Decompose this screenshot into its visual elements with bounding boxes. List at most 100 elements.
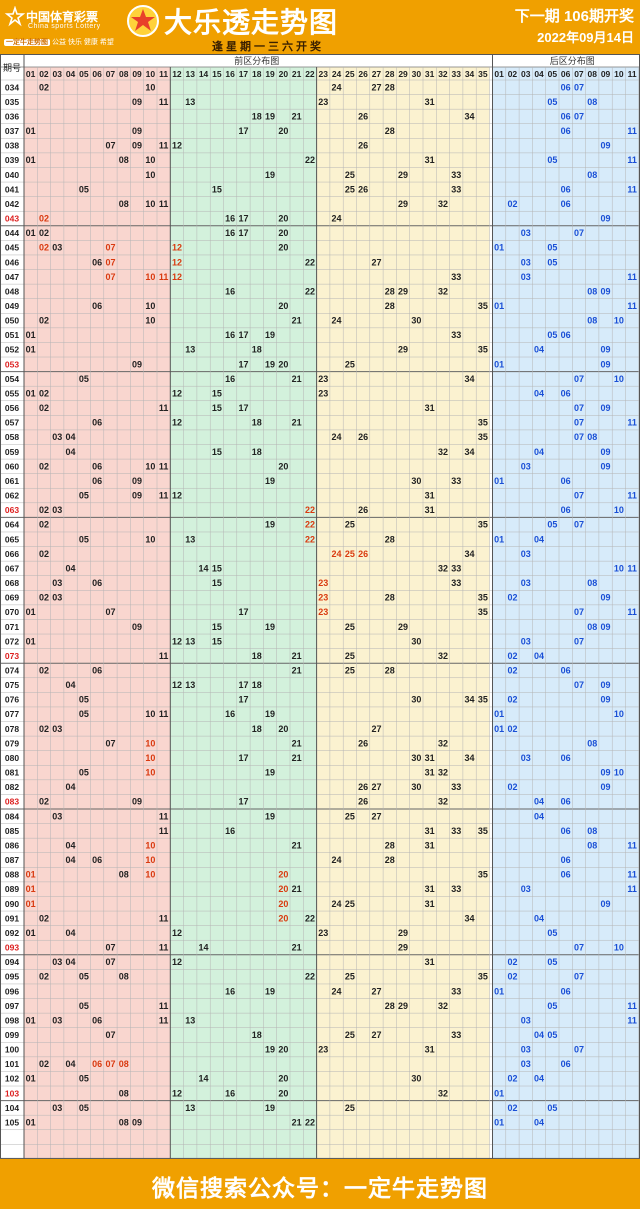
back-ball: 04 bbox=[534, 811, 544, 821]
front-ball: 07 bbox=[105, 243, 115, 253]
front-ball: 19 bbox=[265, 811, 275, 821]
front-ball: 31 bbox=[425, 403, 435, 413]
front-ball: 10 bbox=[145, 534, 155, 544]
front-ball: 16 bbox=[225, 228, 235, 238]
front-ball: 02 bbox=[39, 316, 49, 326]
front-ball: 26 bbox=[358, 738, 368, 748]
front-ball: 06 bbox=[92, 578, 102, 588]
period-number: 092 bbox=[5, 928, 19, 938]
front-ball: 17 bbox=[238, 359, 248, 369]
front-ball: 03 bbox=[52, 578, 62, 588]
back-ball: 05 bbox=[547, 330, 557, 340]
front-ball: 01 bbox=[26, 330, 36, 340]
period-number: 075 bbox=[5, 680, 19, 690]
front-ball: 02 bbox=[39, 388, 49, 398]
period-number: 046 bbox=[5, 257, 19, 267]
back-ball: 06 bbox=[561, 476, 571, 486]
back-ball: 09 bbox=[601, 899, 611, 909]
front-ball: 15 bbox=[212, 578, 222, 588]
front-ball: 26 bbox=[358, 549, 368, 559]
front-ball: 26 bbox=[358, 184, 368, 194]
front-ball: 24 bbox=[332, 986, 342, 996]
front-ball: 29 bbox=[398, 622, 408, 632]
front-ball: 13 bbox=[185, 680, 195, 690]
back-ball: 08 bbox=[587, 432, 597, 442]
front-number-header: 34 bbox=[465, 69, 475, 79]
front-ball: 13 bbox=[185, 534, 195, 544]
front-ball: 11 bbox=[159, 403, 169, 413]
front-ball: 32 bbox=[438, 447, 448, 457]
back-ball: 01 bbox=[494, 359, 504, 369]
front-number-header: 14 bbox=[199, 69, 209, 79]
front-ball: 22 bbox=[305, 520, 315, 530]
front-zone-3-band bbox=[316, 54, 490, 1159]
front-ball: 02 bbox=[39, 972, 49, 982]
period-number: 070 bbox=[5, 607, 19, 617]
front-number-header: 21 bbox=[292, 69, 302, 79]
front-ball: 29 bbox=[398, 1001, 408, 1011]
front-ball: 16 bbox=[225, 709, 235, 719]
front-ball: 03 bbox=[52, 811, 62, 821]
front-ball: 32 bbox=[438, 563, 448, 573]
front-ball: 02 bbox=[39, 549, 49, 559]
period-number: 096 bbox=[5, 986, 19, 996]
front-ball: 25 bbox=[345, 622, 355, 632]
period-number: 059 bbox=[5, 447, 19, 457]
front-ball: 27 bbox=[371, 724, 381, 734]
back-ball: 06 bbox=[561, 111, 571, 121]
front-ball: 20 bbox=[278, 870, 288, 880]
period-number: 069 bbox=[5, 593, 19, 603]
footer-text: 微信搜索公众号：一定牛走势图 bbox=[152, 1175, 488, 1201]
front-ball: 19 bbox=[265, 622, 275, 632]
period-number: 079 bbox=[5, 738, 19, 748]
front-ball: 11 bbox=[159, 943, 169, 953]
back-ball: 02 bbox=[507, 651, 517, 661]
front-ball: 25 bbox=[345, 359, 355, 369]
back-ball: 06 bbox=[561, 1059, 571, 1069]
back-ball: 07 bbox=[574, 636, 584, 646]
back-ball: 06 bbox=[561, 184, 571, 194]
front-ball: 33 bbox=[451, 986, 461, 996]
front-ball: 12 bbox=[172, 1088, 182, 1098]
front-ball: 17 bbox=[238, 797, 248, 807]
front-ball: 27 bbox=[371, 782, 381, 792]
period-number: 083 bbox=[5, 797, 19, 807]
period-number: 050 bbox=[5, 316, 19, 326]
front-ball: 22 bbox=[305, 972, 315, 982]
front-ball: 10 bbox=[145, 709, 155, 719]
back-ball: 05 bbox=[547, 1001, 557, 1011]
back-ball: 03 bbox=[521, 228, 531, 238]
front-ball: 25 bbox=[345, 899, 355, 909]
front-ball: 20 bbox=[278, 884, 288, 894]
front-ball: 30 bbox=[411, 782, 421, 792]
front-number-header: 26 bbox=[358, 69, 368, 79]
front-ball: 10 bbox=[145, 316, 155, 326]
period-column-header: 期号 bbox=[3, 63, 21, 73]
back-ball: 11 bbox=[627, 607, 637, 617]
front-ball: 35 bbox=[478, 695, 488, 705]
back-ball: 04 bbox=[534, 447, 544, 457]
period-number: 039 bbox=[5, 155, 19, 165]
front-ball: 14 bbox=[199, 563, 209, 573]
front-ball: 19 bbox=[265, 520, 275, 530]
back-ball: 10 bbox=[614, 943, 624, 953]
front-ball: 26 bbox=[358, 797, 368, 807]
back-ball: 10 bbox=[614, 505, 624, 515]
front-ball: 02 bbox=[39, 797, 49, 807]
back-ball: 09 bbox=[601, 768, 611, 778]
front-number-header: 31 bbox=[425, 69, 435, 79]
front-ball: 23 bbox=[318, 593, 328, 603]
front-ball: 01 bbox=[26, 607, 36, 617]
front-ball: 24 bbox=[332, 855, 342, 865]
period-number: 065 bbox=[5, 534, 19, 544]
back-ball: 07 bbox=[574, 403, 584, 413]
front-ball: 24 bbox=[332, 214, 342, 224]
front-ball: 30 bbox=[411, 1074, 421, 1084]
front-ball: 22 bbox=[305, 913, 315, 923]
front-ball: 22 bbox=[305, 286, 315, 296]
front-ball: 27 bbox=[371, 257, 381, 267]
back-ball: 06 bbox=[561, 330, 571, 340]
back-ball: 09 bbox=[601, 214, 611, 224]
front-ball: 23 bbox=[318, 388, 328, 398]
front-number-header: 24 bbox=[332, 69, 342, 79]
